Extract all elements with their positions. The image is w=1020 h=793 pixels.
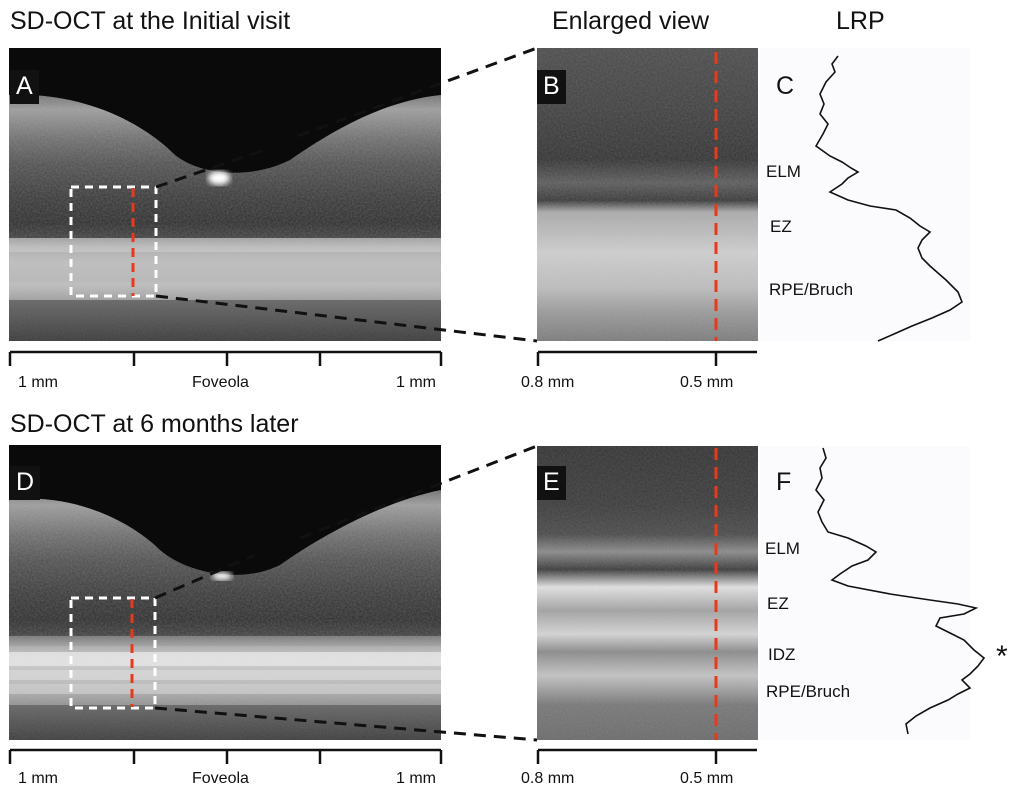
heading-initial-visit: SD-OCT at the Initial visit [10, 7, 291, 35]
scale-bar-bottom [8, 748, 757, 764]
panel-label-b: B [537, 70, 566, 104]
panel-label-a: A [10, 70, 39, 104]
scale-label-enlarged-right-top: 0.5 mm [680, 374, 734, 391]
panel-label-e: E [537, 466, 566, 500]
layer-label-elm-top: ELM [766, 162, 801, 181]
scale-label-enlarged-right-bottom: 0.5 mm [680, 770, 734, 787]
layer-label-ez-top: EZ [770, 217, 792, 236]
scale-label-enlarged-left-top: 0.8 mm [521, 374, 575, 391]
zoom-line-bottom-2 [299, 444, 538, 540]
roi-box-initial [69, 185, 158, 298]
scale-label-enlarged-left-bottom: 0.8 mm [521, 770, 575, 787]
zoom-line-top-3 [155, 294, 538, 343]
asterisk-marker: * [996, 640, 1008, 673]
enlarged-image-followup [537, 446, 758, 740]
layer-label-ez-bottom: EZ [767, 594, 789, 613]
heading-six-months: SD-OCT at 6 months later [10, 410, 299, 438]
layer-label-rpe-bottom: RPE/Bruch [766, 682, 851, 701]
layer-label-rpe-top: RPE/Bruch [769, 280, 854, 299]
heading-lrp: LRP [836, 7, 885, 35]
panel-label-f: F [770, 466, 798, 500]
scale-bar-top [8, 350, 757, 366]
scale-label-left-bottom: 1 mm [18, 770, 58, 787]
heading-enlarged-view: Enlarged view [552, 7, 710, 35]
zoom-line-bottom-3 [154, 706, 538, 742]
scale-label-foveola-bottom: Foveola [192, 770, 249, 787]
layer-label-elm-bottom: ELM [765, 539, 800, 558]
oct-image-initial [9, 48, 441, 341]
layer-label-idz-bottom: IDZ [768, 645, 796, 664]
enlarged-image-initial [537, 48, 758, 341]
scale-label-right-bottom: 1 mm [396, 770, 436, 787]
zoom-line-bottom-1 [154, 553, 256, 600]
oct-image-followup [9, 445, 441, 740]
scale-label-foveola-top: Foveola [192, 374, 249, 391]
panel-label-c: C [770, 70, 801, 104]
panel-label-d: D [10, 466, 41, 500]
scale-label-right-top: 1 mm [396, 374, 436, 391]
lrp-curve-initial [814, 55, 963, 342]
zoom-line-top-2 [297, 46, 538, 138]
scale-label-left-top: 1 mm [18, 374, 58, 391]
roi-box-followup [69, 596, 157, 710]
lrp-curve-followup [815, 447, 986, 735]
zoom-line-top-1 [155, 146, 271, 189]
